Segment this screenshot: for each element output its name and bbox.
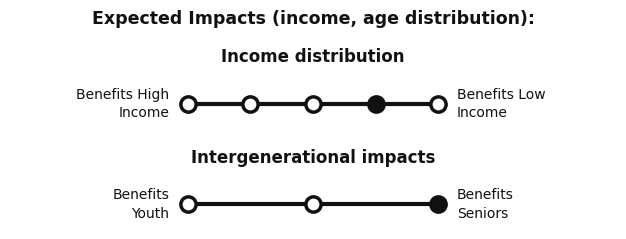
Text: Expected Impacts (income, age distribution):: Expected Impacts (income, age distributi… — [91, 10, 535, 27]
Text: Income distribution: Income distribution — [221, 48, 405, 66]
Text: Benefits High
Income: Benefits High Income — [76, 88, 169, 120]
Text: Benefits
Seniors: Benefits Seniors — [457, 188, 514, 221]
Text: Benefits Low
Income: Benefits Low Income — [457, 88, 546, 120]
Text: Intergenerational impacts: Intergenerational impacts — [191, 149, 435, 167]
Text: Benefits
Youth: Benefits Youth — [112, 188, 169, 221]
